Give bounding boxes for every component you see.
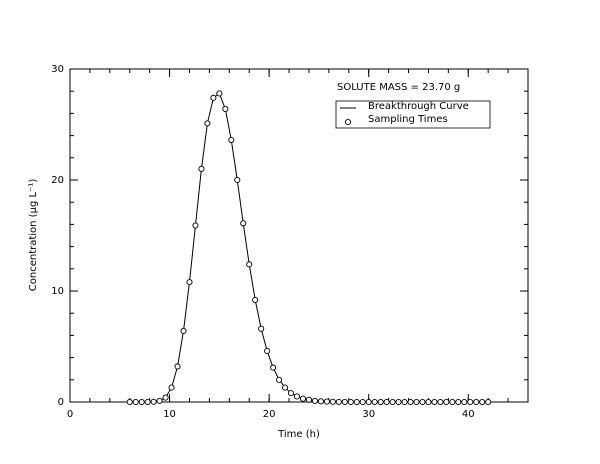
sample-point [126, 398, 133, 406]
sample-point [437, 398, 444, 406]
x-tick-label: 20 [263, 409, 276, 420]
sample-point [425, 398, 432, 406]
sample-point [305, 396, 313, 403]
sample-point [467, 398, 474, 406]
sample-point [407, 398, 414, 406]
sample-point [210, 94, 217, 101]
y-tick-label: 30 [51, 64, 64, 75]
sample-point [156, 397, 163, 404]
y-tick-label: 10 [51, 286, 64, 297]
sample-point [473, 398, 480, 406]
sample-point [311, 397, 318, 404]
sample-point [323, 398, 330, 405]
sample-point [168, 384, 175, 391]
sample-point [204, 120, 211, 127]
sample-point [287, 390, 295, 397]
sample-point [341, 398, 348, 405]
sample-point [222, 105, 229, 113]
sample-point [180, 327, 187, 335]
sample-point [377, 398, 384, 406]
sample-point [455, 398, 462, 406]
legend-marker [344, 118, 352, 126]
sample-point [383, 398, 390, 406]
sample-point [419, 398, 426, 406]
sample-point [365, 398, 372, 406]
sample-point [413, 398, 420, 406]
curve [129, 92, 489, 403]
y-axis-label: Concentration (μg L⁻¹) [28, 179, 39, 292]
sample-point [228, 136, 235, 144]
sample-point [270, 364, 277, 371]
sample-point [252, 296, 259, 303]
sample-point [192, 222, 199, 229]
sample-point [246, 261, 253, 268]
legend-label: Sampling Times [368, 114, 448, 125]
x-tick-label: 10 [163, 409, 176, 420]
sample-point [479, 398, 486, 406]
sample-point [186, 279, 193, 286]
x-tick-label: 0 [67, 409, 73, 420]
sample-point [264, 347, 271, 354]
sample-point [359, 398, 366, 406]
sample-point [485, 398, 492, 406]
x-tick-label: 40 [462, 409, 475, 420]
annotation: SOLUTE MASS = 23.70 g [337, 82, 460, 93]
sample-point [276, 376, 283, 383]
sample-point [395, 398, 402, 406]
sample-point [258, 325, 265, 332]
sample-point [240, 220, 247, 227]
sample-point [443, 398, 450, 406]
y-tick-label: 0 [58, 397, 64, 408]
x-tick-label: 30 [362, 409, 375, 420]
y-tick-label: 20 [51, 175, 64, 186]
sample-point [299, 395, 307, 402]
sample-point [174, 363, 181, 370]
plot-frame [69, 68, 529, 403]
sample-point [150, 398, 157, 405]
sample-point [282, 384, 289, 391]
sample-point [347, 398, 354, 406]
sample-point [216, 90, 223, 97]
sample-point [353, 398, 360, 406]
sample-point [461, 398, 468, 406]
sample-point [317, 398, 324, 405]
sample-point [335, 398, 342, 405]
legend-label: Breakthrough Curve [368, 101, 469, 112]
sample-point [401, 398, 408, 406]
sample-point [234, 176, 241, 184]
sample-point [293, 393, 301, 400]
sample-point [162, 394, 169, 401]
sample-point [449, 398, 456, 406]
sample-point [144, 398, 151, 406]
sample-point [389, 398, 396, 406]
sample-point [132, 398, 139, 406]
legend-box [335, 100, 491, 129]
sample-point [431, 398, 438, 406]
sample-point [371, 398, 378, 406]
sample-point [329, 398, 336, 405]
sample-point [138, 398, 145, 406]
sample-point [198, 165, 205, 172]
x-axis-label: Time (h) [277, 429, 320, 440]
